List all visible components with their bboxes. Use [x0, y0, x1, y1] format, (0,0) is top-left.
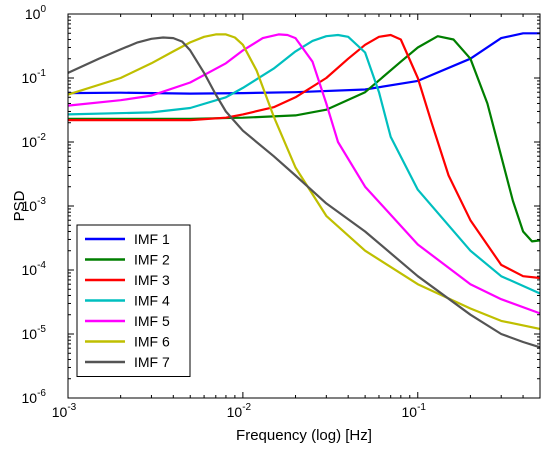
y-tick-label: 10-4 [22, 260, 47, 278]
legend-label: IMF 2 [134, 252, 170, 268]
legend-label: IMF 5 [134, 313, 170, 329]
y-tick-label: 10-3 [22, 196, 47, 214]
x-tick-label: 10-3 [52, 402, 77, 420]
x-axis-label: Frequency (log) [Hz] [236, 427, 372, 444]
series-line-imf-5 [67, 33, 541, 315]
y-tick-label: 100 [25, 4, 47, 22]
y-tick-label: 10-2 [22, 132, 47, 150]
series-line-imf-6 [67, 33, 541, 330]
y-tick-label: 10-5 [22, 324, 47, 342]
series-line-imf-7 [67, 36, 541, 349]
series-layer [67, 32, 541, 349]
series-line-imf-4 [67, 33, 541, 295]
y-axis-label: PSD [11, 190, 28, 221]
x-tick-label: 10-1 [402, 402, 427, 420]
legend-label: IMF 4 [134, 293, 170, 309]
y-tick-label: 10-6 [22, 388, 47, 406]
legend-label: IMF 6 [134, 334, 170, 350]
legend: IMF 1 IMF 2 IMF 3 IMF 4 IMF 5 IMF 6 IMF 7 [76, 224, 191, 377]
legend-label: IMF 1 [134, 231, 170, 247]
series-line-imf-2 [68, 35, 541, 243]
x-tick-label: 10-2 [227, 402, 252, 420]
series-line-imf-1 [67, 32, 540, 95]
y-tick-label: 10-1 [22, 68, 47, 86]
legend-label: IMF 7 [134, 354, 170, 370]
series-line-imf-3 [68, 33, 541, 280]
legend-label: IMF 3 [134, 272, 170, 288]
tick-layer: 10-3 10-2 10-1 100 10-1 10-2 10-3 10-4 10-5 10-6 [22, 4, 541, 420]
